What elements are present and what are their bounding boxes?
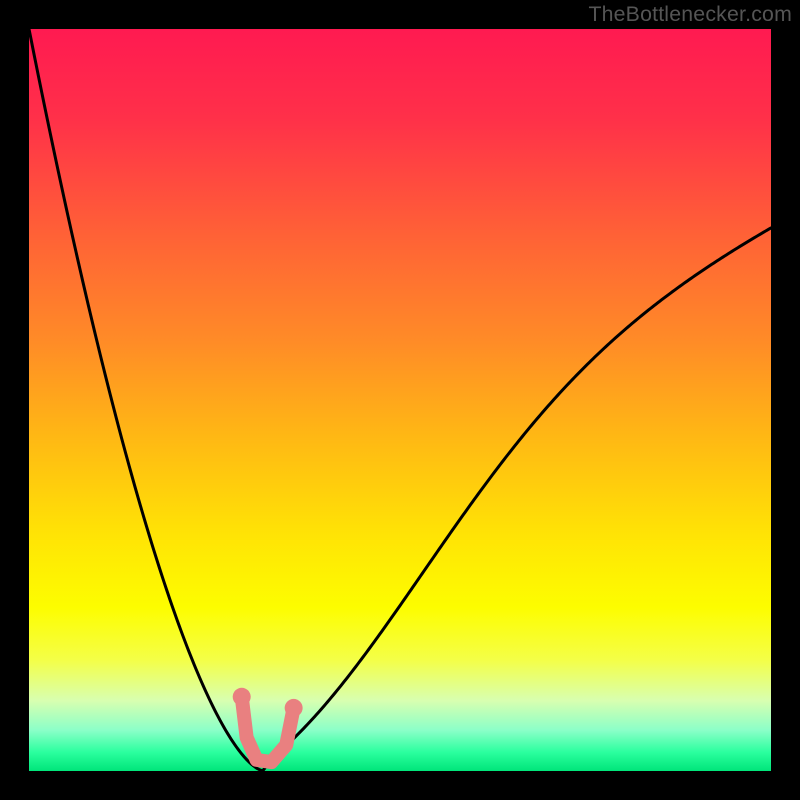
stage: TheBottlenecker.com — [0, 0, 800, 800]
watermark-text: TheBottlenecker.com — [588, 2, 792, 27]
highlight-marker-end — [285, 699, 303, 717]
chart-svg — [0, 0, 800, 800]
highlight-marker-start — [233, 688, 251, 706]
